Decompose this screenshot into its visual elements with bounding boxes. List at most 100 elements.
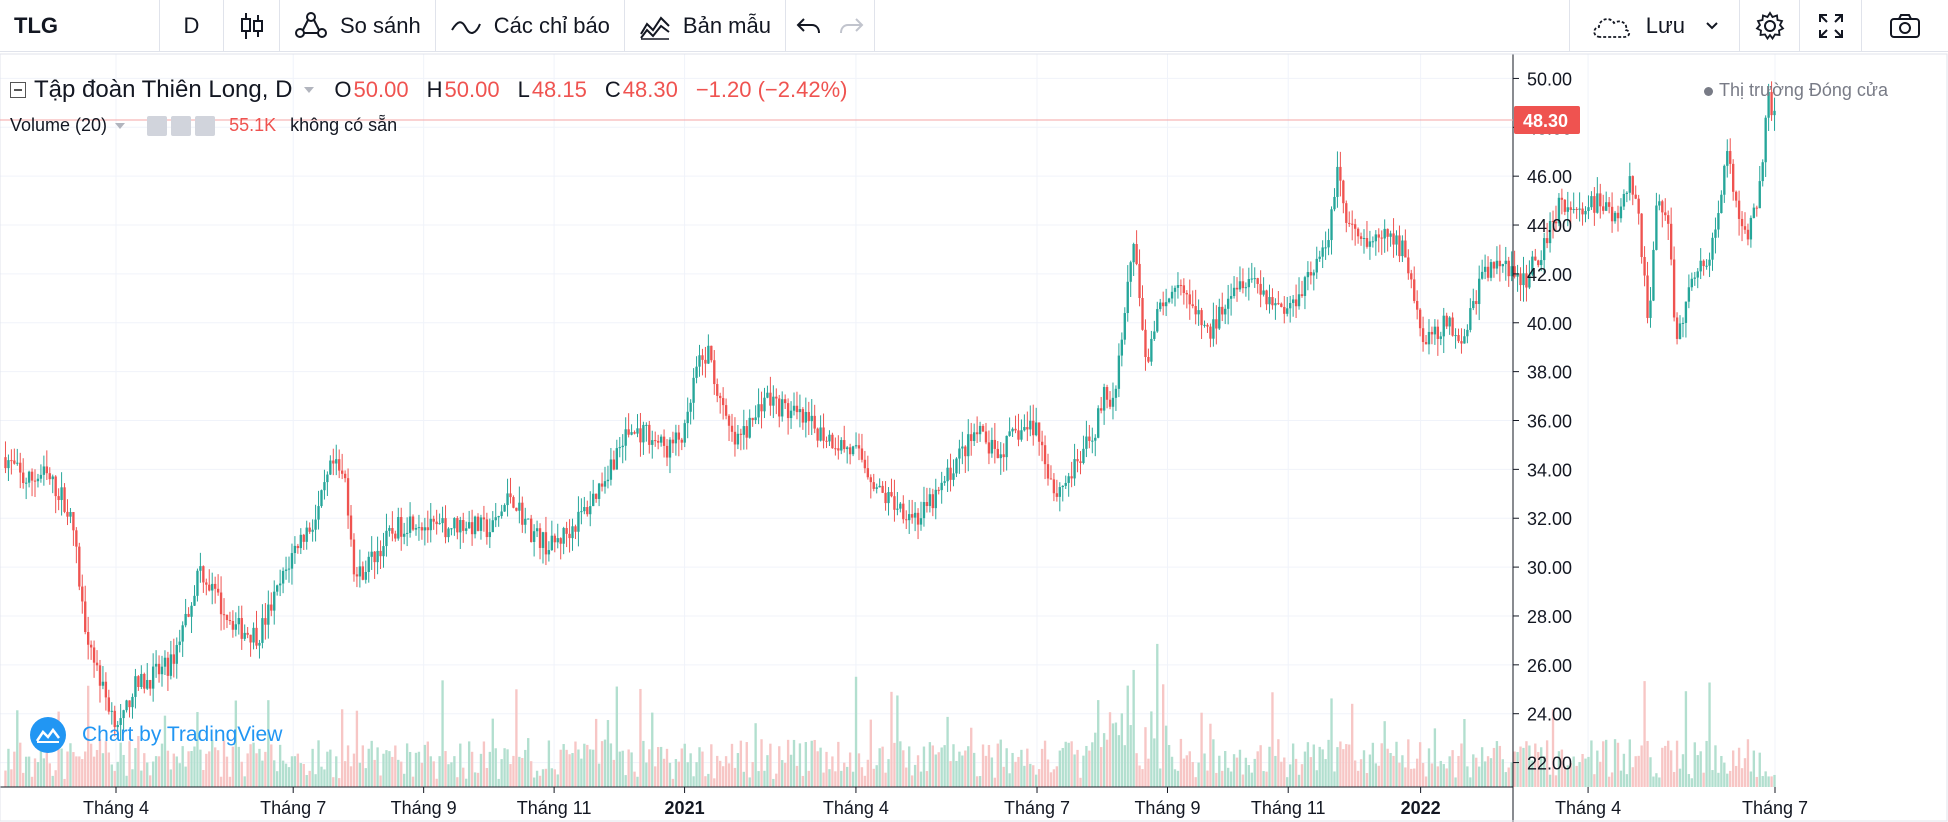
- templates-button[interactable]: Bản mẫu: [625, 0, 786, 52]
- candle-body: [86, 632, 90, 645]
- volume-bar: [75, 756, 78, 787]
- volume-bar: [763, 770, 766, 787]
- volume-bar: [1563, 766, 1567, 787]
- candle-body: [1353, 224, 1357, 229]
- eye-icon[interactable]: [147, 115, 168, 136]
- candle-body: [485, 519, 489, 538]
- candle-body: [1590, 196, 1593, 208]
- candle-body: [1120, 339, 1124, 356]
- candle-body: [1339, 166, 1342, 181]
- candle-body: [340, 470, 344, 474]
- candle-body: [270, 604, 273, 611]
- candle-body: [1111, 397, 1115, 407]
- candle-body: [1380, 237, 1383, 239]
- candle-body: [1271, 297, 1274, 306]
- volume-bar: [801, 775, 805, 787]
- candle-body: [1410, 273, 1413, 280]
- volume-bar: [719, 760, 722, 787]
- volume-bar: [1345, 744, 1348, 787]
- candle-body: [1126, 281, 1129, 314]
- volume-bar: [1182, 758, 1186, 787]
- candle-body: [63, 487, 66, 512]
- undo-icon[interactable]: [796, 15, 822, 37]
- volume-bar: [1625, 774, 1629, 787]
- candle-body: [837, 448, 840, 451]
- chart-type-button[interactable]: [224, 0, 280, 52]
- volume-bar: [1277, 739, 1280, 787]
- volume-bar: [1206, 770, 1209, 787]
- volume-bar: [1652, 776, 1655, 787]
- indicators-button[interactable]: Các chỉ báo: [436, 0, 625, 52]
- candle-body: [686, 411, 689, 424]
- candle-body: [961, 446, 964, 449]
- volume-bar: [1566, 765, 1569, 787]
- volume-bar: [193, 746, 196, 787]
- volume-bar: [479, 753, 483, 787]
- tradingview-branding[interactable]: Chart by TradingView: [30, 717, 282, 753]
- candle-body: [648, 424, 651, 445]
- candle-body: [211, 583, 214, 591]
- open-label: O: [334, 77, 352, 102]
- volume-menu-icon[interactable]: [113, 121, 127, 131]
- candle-body: [175, 645, 178, 664]
- candle-body: [630, 432, 633, 435]
- candle-body: [1256, 278, 1259, 284]
- candle-body: [1690, 278, 1694, 288]
- volume-bar: [786, 739, 790, 787]
- candle-body: [1026, 427, 1029, 430]
- candle-body: [456, 518, 459, 533]
- candle-body: [1560, 197, 1564, 200]
- candle-body: [1587, 207, 1590, 212]
- volume-bar: [1052, 769, 1056, 787]
- candle-body: [1088, 436, 1091, 441]
- compare-button[interactable]: So sánh: [280, 0, 436, 52]
- save-button[interactable]: Lưu: [1568, 0, 1740, 52]
- volume-bar: [1153, 738, 1156, 787]
- screenshot-button[interactable]: [1862, 0, 1948, 52]
- collapse-legend-button[interactable]: [10, 82, 26, 98]
- volume-bar: [1297, 774, 1301, 787]
- candle-body: [1135, 244, 1138, 264]
- settings-button[interactable]: [1740, 0, 1800, 52]
- candle-body: [757, 404, 760, 418]
- candle-body: [1058, 487, 1061, 497]
- volume-bar: [163, 715, 167, 787]
- interval-button[interactable]: D: [160, 0, 224, 52]
- legend-menu-icon[interactable]: [302, 85, 316, 95]
- volume-bar: [1705, 740, 1708, 787]
- close-icon[interactable]: [195, 115, 216, 136]
- volume-bar: [190, 751, 193, 787]
- volume-bar: [896, 695, 899, 787]
- candle-body: [745, 426, 748, 438]
- gear-icon[interactable]: [171, 115, 192, 136]
- candle-body: [999, 454, 1002, 459]
- volume-bar: [1336, 747, 1339, 787]
- volume-bar: [509, 764, 512, 787]
- redo-icon[interactable]: [838, 15, 864, 37]
- candle-body: [116, 724, 119, 728]
- volume-bar: [1040, 748, 1044, 787]
- volume-bar: [157, 756, 161, 787]
- candle-body: [1513, 266, 1516, 277]
- fullscreen-button[interactable]: [1800, 0, 1862, 52]
- candle-body: [1274, 303, 1277, 306]
- y-tick-label: 36.00: [1527, 412, 1572, 432]
- candle-body: [405, 532, 409, 534]
- candle-body: [473, 516, 477, 535]
- candle-body: [1755, 207, 1758, 209]
- volume-bar: [211, 739, 214, 787]
- candle-body: [810, 415, 813, 422]
- candle-body: [851, 446, 855, 455]
- volume-bar: [403, 773, 406, 787]
- volume-bar: [101, 753, 105, 787]
- candle-body: [1749, 217, 1753, 240]
- symbol-search-button[interactable]: TLG: [0, 0, 160, 52]
- volume-bar: [113, 770, 116, 787]
- candle-body: [465, 528, 468, 531]
- volume-bar: [234, 700, 238, 787]
- candle-body: [1737, 200, 1741, 219]
- candle-body: [1655, 205, 1658, 250]
- volume-bar: [1265, 771, 1268, 787]
- candle-body: [937, 489, 940, 491]
